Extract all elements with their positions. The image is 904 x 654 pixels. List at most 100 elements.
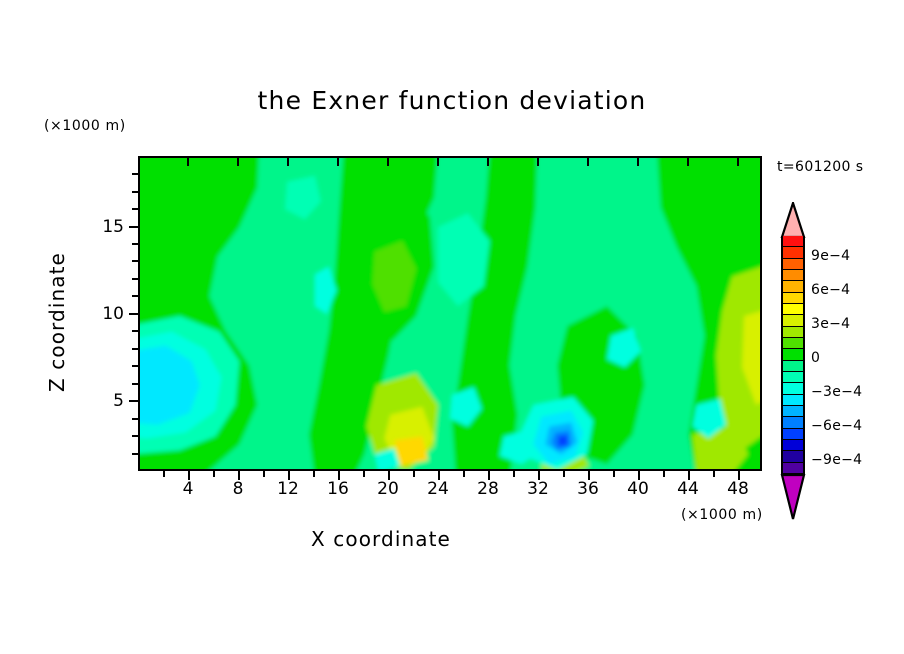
x-major-tick <box>538 471 540 480</box>
y-tick-label: 10 <box>102 304 124 324</box>
colorbar-swatch <box>781 349 805 361</box>
colorbar-tick-label: −3e−4 <box>811 384 863 400</box>
plot-top-tick <box>287 158 289 166</box>
contour-svg <box>140 158 760 469</box>
colorbar-tick-label: 6e−4 <box>811 282 851 298</box>
plot-top-tick <box>687 158 689 166</box>
x-minor-tick <box>613 471 615 477</box>
colorbar-swatch <box>781 247 805 259</box>
timestamp-annotation: t=601200 s <box>777 159 864 175</box>
colorbar-swatch <box>781 236 805 248</box>
colorbar-swatch <box>781 440 805 452</box>
plot-top-tick <box>737 158 739 166</box>
x-major-tick <box>438 471 440 480</box>
x-tick-label: 36 <box>577 479 599 499</box>
x-minor-tick <box>363 471 365 477</box>
colorbar-swatch <box>781 292 805 304</box>
y-minor-tick <box>132 173 138 175</box>
colorbar-swatch <box>781 338 805 350</box>
y-minor-tick <box>132 365 138 367</box>
y-minor-tick <box>132 191 138 193</box>
x-major-tick <box>638 471 640 480</box>
x-major-tick <box>738 471 740 480</box>
x-minor-tick <box>713 471 715 477</box>
plot-top-tick <box>187 158 189 166</box>
x-major-tick <box>388 471 390 480</box>
colorbar-tick-label: 0 <box>811 350 821 366</box>
x-major-tick <box>488 471 490 480</box>
page-title: the Exner function deviation <box>257 86 647 115</box>
plot-top-tick <box>637 158 639 166</box>
colorbar-swatch <box>781 417 805 429</box>
colorbar-swatch <box>781 372 805 384</box>
plot-top-tick <box>537 158 539 166</box>
y-axis-title: Z coordinate <box>45 252 69 392</box>
plot-top-tick <box>587 158 589 166</box>
x-tick-label: 32 <box>527 479 549 499</box>
y-minor-tick <box>132 243 138 245</box>
colorbar-swatch <box>781 315 805 327</box>
x-tick-label: 48 <box>727 479 749 499</box>
plot-top-tick <box>387 158 389 166</box>
x-axis-title: X coordinate <box>311 527 451 551</box>
colorbar-swatch <box>781 360 805 372</box>
colorbar-swatch <box>781 406 805 418</box>
colorbar-tick-label: 9e−4 <box>811 248 851 264</box>
x-major-tick <box>688 471 690 480</box>
x-minor-tick <box>313 471 315 477</box>
x-minor-tick <box>263 471 265 477</box>
y-minor-tick <box>132 330 138 332</box>
colorbar-swatch <box>781 281 805 293</box>
colorbar-swatch <box>781 394 805 406</box>
x-minor-tick <box>213 471 215 477</box>
y-major-tick <box>129 226 138 228</box>
colorbar-over-arrow <box>780 202 806 238</box>
x-minor-tick <box>513 471 515 477</box>
y-minor-tick <box>132 348 138 350</box>
colorbar-swatch <box>781 383 805 395</box>
colorbar-swatch <box>781 270 805 282</box>
x-tick-label: 12 <box>277 479 299 499</box>
colorbar-swatch <box>781 451 805 463</box>
x-minor-tick <box>663 471 665 477</box>
x-major-tick <box>238 471 240 480</box>
x-major-tick <box>188 471 190 480</box>
colorbar-swatch <box>781 304 805 316</box>
plot-top-tick <box>337 158 339 166</box>
y-minor-tick <box>132 418 138 420</box>
x-major-tick <box>588 471 590 480</box>
y-minor-tick <box>132 383 138 385</box>
y-minor-tick <box>132 453 138 455</box>
y-minor-tick <box>132 208 138 210</box>
y-tick-label: 5 <box>113 391 124 411</box>
y-minor-tick <box>132 278 138 280</box>
colorbar-swatch <box>781 462 805 474</box>
x-axis-unit-label: (×1000 m) <box>681 507 763 523</box>
x-tick-label: 28 <box>477 479 499 499</box>
y-axis-unit-label: (×1000 m) <box>44 118 126 134</box>
plot-top-tick <box>437 158 439 166</box>
x-major-tick <box>288 471 290 480</box>
x-tick-label: 4 <box>182 479 194 499</box>
y-major-tick <box>129 313 138 315</box>
y-minor-tick <box>132 295 138 297</box>
x-minor-tick <box>413 471 415 477</box>
y-major-tick <box>129 400 138 402</box>
contour-plot-area <box>138 156 762 471</box>
colorbar-under-arrow <box>780 474 806 520</box>
plot-top-tick <box>237 158 239 166</box>
colorbar-tick-label: −6e−4 <box>811 418 863 434</box>
colorbar-tick-label: 3e−4 <box>811 316 851 332</box>
x-tick-label: 40 <box>627 479 649 499</box>
colorbar-swatch <box>781 428 805 440</box>
plot-top-tick <box>487 158 489 166</box>
x-tick-label: 20 <box>377 479 399 499</box>
contour-field <box>140 158 760 469</box>
x-minor-tick <box>563 471 565 477</box>
x-tick-label: 16 <box>327 479 349 499</box>
colorbar-swatch <box>781 326 805 338</box>
x-minor-tick <box>163 471 165 477</box>
x-minor-tick <box>463 471 465 477</box>
colorbar-swatch <box>781 258 805 270</box>
x-major-tick <box>338 471 340 480</box>
